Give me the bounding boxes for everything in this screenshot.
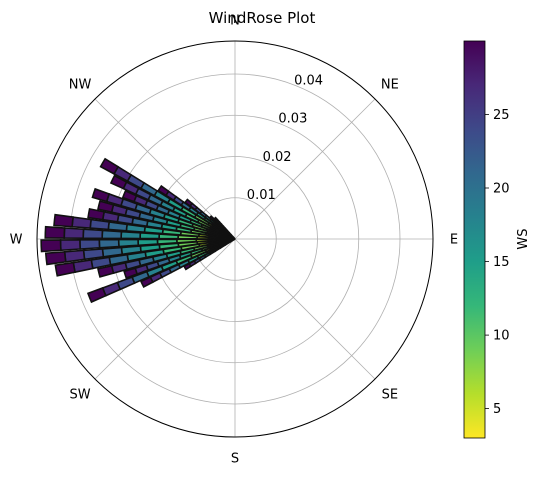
direction-label-e: E	[450, 233, 458, 248]
bar-segment	[44, 225, 66, 239]
bar-segment	[63, 227, 85, 240]
direction-label-ne: NE	[381, 78, 399, 93]
polar-frame	[36, 40, 434, 438]
bar-segment	[121, 189, 138, 203]
bar-segment	[53, 213, 75, 228]
direction-label-se: SE	[382, 387, 398, 402]
direction-label-s: S	[231, 452, 239, 467]
bar-segment	[91, 187, 111, 203]
bar-segment	[59, 239, 82, 252]
bar-segment	[123, 267, 139, 279]
bar-segment	[97, 200, 115, 214]
bar-segment	[184, 198, 194, 208]
bar-segment	[86, 286, 107, 304]
bar-segment	[97, 264, 115, 278]
bar-segment	[156, 238, 178, 245]
direction-label-sw: SW	[70, 387, 91, 402]
bar-segment	[99, 157, 120, 175]
windrose-bars	[40, 157, 236, 304]
bar-segment	[72, 259, 94, 274]
bar-segment	[79, 238, 101, 250]
bar-segment	[139, 276, 154, 289]
colorbar-tick-label: 20	[493, 182, 510, 197]
bar-segment	[44, 250, 67, 266]
bar-segment	[54, 261, 76, 277]
colorbar-tick-label: 15	[493, 255, 510, 270]
bar-segment	[176, 238, 198, 244]
grid-spoke-se	[234, 238, 376, 380]
bar-segment	[87, 207, 106, 221]
bar-segment	[40, 239, 62, 253]
radial-tick-label: 0.01	[247, 188, 276, 203]
bar-segment	[117, 238, 140, 248]
grid-spoke-sw	[94, 238, 236, 380]
bar-segment	[98, 238, 120, 249]
direction-label-n: N	[230, 14, 240, 29]
direction-labels: N NE E SE S SW W NW	[10, 14, 459, 467]
bar-segment	[208, 215, 215, 221]
colorbar-tick-label: 5	[493, 402, 501, 417]
colorbar: 5 10 15 20 25 WS	[463, 40, 531, 439]
colorbar-scale	[463, 40, 486, 439]
radial-tick-labels: 0.01 0.02 0.03 0.04	[247, 74, 323, 203]
radial-tick-label: 0.02	[263, 150, 292, 165]
direction-label-nw: NW	[69, 78, 92, 93]
bar-segment	[137, 238, 159, 247]
bar-segment	[157, 184, 170, 197]
direction-label-w: W	[10, 233, 23, 248]
bar-segment	[109, 174, 128, 190]
radial-tick-label: 0.04	[294, 74, 323, 89]
bar-segment	[71, 216, 93, 229]
radial-tick-label: 0.03	[278, 112, 307, 127]
bar-segment	[213, 216, 219, 222]
chart-title: WindRose Plot	[209, 9, 316, 27]
colorbar-tick-label: 25	[493, 108, 510, 123]
bar-segment	[101, 246, 124, 258]
bar-segment	[63, 249, 86, 263]
colorbar-tick-label: 10	[493, 329, 510, 344]
bar-segment	[89, 218, 111, 231]
colorbar-label: WS	[516, 228, 531, 249]
bar-segment	[101, 229, 123, 240]
bar-segment	[120, 230, 142, 240]
bar-segment	[82, 228, 104, 240]
bar-segment	[82, 248, 105, 261]
grid-spoke-ne	[234, 98, 376, 240]
